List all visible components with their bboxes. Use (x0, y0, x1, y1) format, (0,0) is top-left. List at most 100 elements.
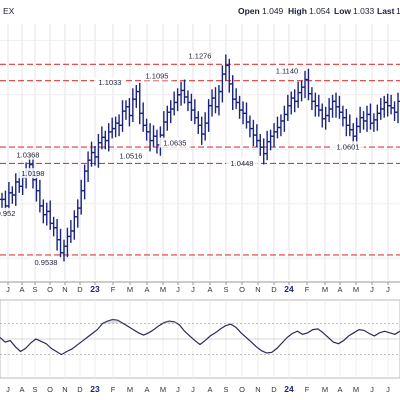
price-bar (223, 54, 228, 81)
high-value: 1.054 (309, 6, 331, 16)
price-bar (347, 114, 352, 137)
price-bar (323, 106, 328, 130)
price-bar (199, 116, 204, 145)
annotation-label: 1.1033 (99, 78, 122, 87)
x-axis-label: J (191, 285, 195, 294)
price-bar (375, 104, 380, 131)
price-annotation: 1.0601 (332, 141, 364, 152)
x-axis-label: M (353, 285, 359, 294)
price-bar (334, 92, 339, 118)
annotation-bg (271, 65, 303, 76)
annotation-label: 1.1140 (276, 67, 298, 76)
x-axis-label: J (6, 285, 10, 294)
oscillator-x-label: F (111, 385, 116, 394)
oscillator-x-label: O (239, 385, 245, 394)
open-label: Open (238, 6, 260, 16)
annotation-bg (12, 149, 44, 160)
price-bar (210, 89, 215, 117)
price-bar (48, 200, 53, 230)
price-bar (141, 102, 146, 132)
price-bar (96, 134, 101, 168)
oscillator-x-label: A (144, 385, 149, 394)
price-annotation: 1.0368 (12, 149, 44, 160)
price-bar (44, 202, 49, 226)
price-bar (51, 216, 56, 237)
x-axis: J A S O N D 23 F M A M J J A S O N D 24 F M A M J J (0, 281, 400, 294)
x-axis-label: O (239, 285, 245, 294)
price-bar (275, 116, 280, 139)
annotation-bg (226, 157, 258, 168)
annotation-bg (30, 257, 62, 268)
oscillator-x-label: M (353, 385, 359, 394)
oscillator-x-label: O (47, 385, 53, 394)
oscillator-x-label: A (19, 385, 24, 394)
high-label: High (288, 6, 307, 16)
oscillator-x-label: M (127, 385, 133, 394)
price-bar (161, 111, 166, 142)
price-bar (392, 101, 397, 121)
price-bar (137, 82, 142, 125)
price-bar (365, 105, 370, 132)
oscillator-x-label: S (32, 385, 37, 394)
annotation-label: 1.0198 (22, 169, 45, 178)
oscillator-x-label: M (160, 385, 166, 394)
price-bar (72, 210, 77, 240)
price-bar (378, 98, 383, 120)
price-annotation: 1.0448 (226, 157, 258, 168)
price-bar (103, 130, 108, 150)
x-axis-label: J (176, 285, 180, 294)
price-bar (130, 88, 135, 123)
price-bar (313, 92, 318, 117)
price-annotation: 0.952 (0, 207, 20, 218)
price-bar (385, 93, 390, 117)
oscillator-x-axis: J A S O N D 23 F M A M J J A S O N D 24 F M A M J J (6, 384, 390, 394)
oscillator-line (0, 318, 400, 356)
price-annotations: 1.0368 1.0198 0.952 0.9538 1.1033 1.0516 1.109… (0, 50, 364, 268)
price-bar (337, 95, 342, 119)
annotation-bg (141, 70, 173, 81)
oscillator-x-label: A (337, 385, 342, 394)
oscillator-x-label: J (191, 385, 195, 394)
price-bar (13, 173, 18, 206)
price-bar (327, 98, 332, 123)
price-bar (258, 134, 263, 156)
oscillator-x-label: M (322, 385, 328, 394)
annotation-label: 1.0601 (337, 142, 360, 151)
annotation-label: 1.1276 (189, 52, 212, 61)
x-axis-label: A (144, 285, 149, 294)
price-bar (151, 125, 156, 148)
price-bar (144, 118, 149, 141)
oscillator-x-label: S (223, 385, 228, 394)
price-bar (292, 89, 297, 113)
annotation-bg (17, 168, 49, 179)
support-resistance-lines (0, 63, 400, 256)
price-annotation: 1.1140 (271, 65, 303, 76)
price-bar (86, 151, 91, 182)
price-bar (165, 105, 170, 131)
price-bar (278, 114, 283, 137)
chart-header: EX Open 1.049 High 1.054 Low 1.033 Last … (0, 0, 400, 22)
price-bar (175, 88, 180, 112)
annotation-bg (115, 150, 147, 161)
price-bar (282, 105, 287, 132)
price-bar (216, 85, 221, 116)
price-annotation: 1.0635 (159, 137, 191, 148)
oscillator-x-label: F (305, 385, 310, 394)
low-label: Low (334, 6, 351, 16)
price-bar (113, 116, 118, 138)
x-axis-label: 24 (284, 284, 294, 294)
price-bar (65, 227, 70, 258)
price-bar (265, 130, 270, 161)
x-axis-label: S (223, 285, 228, 294)
last-label: Last (377, 6, 395, 16)
x-axis-label: D (271, 285, 277, 294)
price-bar (309, 87, 314, 111)
price-bar (358, 106, 363, 133)
price-bar (203, 112, 208, 141)
price-bar (244, 102, 249, 129)
x-axis-label: O (47, 285, 53, 294)
oscillator-x-label: D (271, 385, 277, 394)
price-annotation: 1.0516 (115, 150, 147, 161)
price-bar (82, 164, 87, 200)
x-axis-label: A (19, 285, 24, 294)
